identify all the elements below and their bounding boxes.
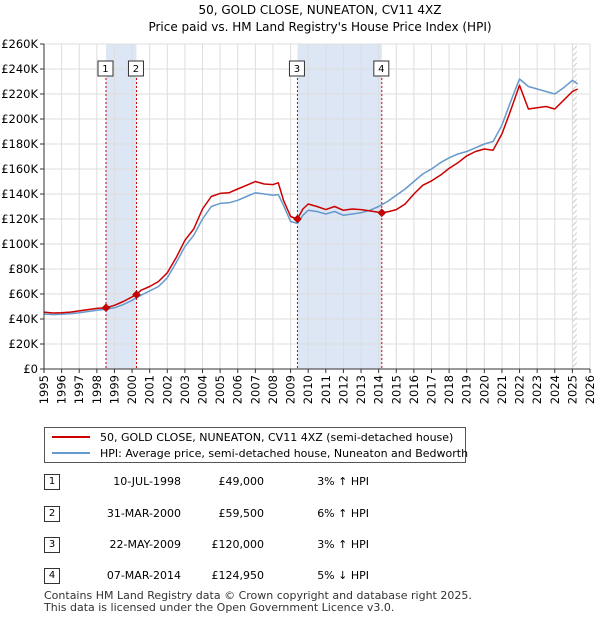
transaction-hpi: 6% ↑ HPI xyxy=(317,507,369,520)
x-tick-label: 1995 xyxy=(37,375,51,404)
table-row: 2 31-MAR-2000 £59,500 6% ↑ HPI xyxy=(44,506,424,524)
transaction-number: 3 xyxy=(44,537,60,553)
y-tick-label: £140K xyxy=(1,187,38,201)
x-tick-label: 1997 xyxy=(72,375,86,404)
x-tick-label: 1998 xyxy=(90,375,104,404)
legend-label-property: 50, GOLD CLOSE, NUNEATON, CV11 4XZ (semi… xyxy=(100,430,454,444)
legend-swatch-hpi xyxy=(52,452,90,454)
y-tick-label: £80K xyxy=(9,262,39,276)
footer-attribution: Contains HM Land Registry data © Crown c… xyxy=(44,590,472,614)
property-series-line xyxy=(43,84,579,314)
transaction-hpi: 5% ↓ HPI xyxy=(317,569,369,582)
sale-number-label: 3 xyxy=(294,64,300,75)
sale-number-label: 2 xyxy=(133,64,139,75)
transaction-number: 2 xyxy=(44,506,60,522)
chart-legend: 50, GOLD CLOSE, NUNEATON, CV11 4XZ (semi… xyxy=(44,427,468,463)
y-tick-label: £20K xyxy=(9,337,39,351)
sale-point xyxy=(293,214,302,224)
y-tick-label: £100K xyxy=(1,237,38,251)
chart-title: 50, GOLD CLOSE, NUNEATON, CV11 4XZ xyxy=(198,3,441,17)
x-tick-label: 2019 xyxy=(460,375,474,404)
x-tick-label: 2003 xyxy=(178,375,192,404)
x-tick-label: 2005 xyxy=(213,375,227,404)
x-tick-label: 2016 xyxy=(407,375,421,404)
y-tick-label: £200K xyxy=(1,112,38,126)
transaction-number: 1 xyxy=(44,474,60,490)
x-tick-label: 2000 xyxy=(125,375,139,404)
x-tick-label: 2002 xyxy=(160,375,174,404)
sale-number-box xyxy=(288,60,305,77)
y-tick-label: £220K xyxy=(1,87,38,101)
y-tick-label: £0 xyxy=(23,362,38,376)
sale-point xyxy=(101,303,111,313)
x-tick-label: 2015 xyxy=(389,375,403,404)
legend-label-hpi: HPI: Average price, semi-detached house,… xyxy=(100,446,469,460)
sale-number-label: 4 xyxy=(378,64,384,75)
transaction-number: 4 xyxy=(44,568,60,584)
forecast-hatch xyxy=(572,44,577,369)
transaction-hpi: 3% ↑ HPI xyxy=(317,475,369,488)
x-tick-label: 2025 xyxy=(565,375,579,404)
legend-item-hpi: HPI: Average price, semi-detached house,… xyxy=(45,445,468,461)
table-row: 4 07-MAR-2014 £124,950 5% ↓ HPI xyxy=(44,568,424,586)
sale-number-box xyxy=(97,60,114,77)
x-tick-label: 1996 xyxy=(55,375,69,404)
x-tick-label: 2009 xyxy=(284,375,298,404)
sale-point xyxy=(132,290,141,299)
chart-subtitle: Price paid vs. HM Land Registry's House … xyxy=(148,20,491,34)
transaction-price: £120,000 xyxy=(211,538,265,551)
sale-number-box xyxy=(373,60,390,77)
transaction-hpi: 3% ↑ HPI xyxy=(317,538,369,551)
sale-number-label: 1 xyxy=(102,64,108,75)
x-tick-label: 2011 xyxy=(319,375,333,404)
y-tick-label: £120K xyxy=(1,212,38,226)
y-tick-label: £60K xyxy=(9,287,39,301)
footer-copyright: Contains HM Land Registry data © Crown c… xyxy=(44,589,472,602)
legend-item-property: 50, GOLD CLOSE, NUNEATON, CV11 4XZ (semi… xyxy=(45,429,453,445)
x-tick-label: 2022 xyxy=(513,375,527,404)
y-tick-label: £260K xyxy=(1,37,38,51)
transaction-date: 07-MAR-2014 xyxy=(106,569,181,582)
x-tick-label: 2018 xyxy=(442,375,456,404)
x-tick-label: 2014 xyxy=(372,375,386,404)
x-tick-label: 2021 xyxy=(495,375,509,404)
x-tick-label: 2017 xyxy=(424,375,438,404)
x-tick-label: 1999 xyxy=(107,375,121,404)
transaction-date: 31-MAR-2000 xyxy=(106,507,181,520)
transaction-price: £59,500 xyxy=(218,507,265,520)
x-tick-label: 2006 xyxy=(231,375,245,404)
sale-point xyxy=(377,208,387,218)
price-chart: 50, GOLD CLOSE, NUNEATON, CV11 4XZ Price… xyxy=(1,3,597,404)
y-tick-label: £240K xyxy=(1,62,38,76)
shaded-range xyxy=(105,44,137,369)
x-tick-label: 2026 xyxy=(583,375,597,404)
table-row: 3 22-MAY-2009 £120,000 3% ↑ HPI xyxy=(44,537,424,555)
x-tick-label: 2023 xyxy=(530,375,544,404)
transaction-price: £124,950 xyxy=(211,569,265,582)
legend-swatch-property xyxy=(52,436,90,438)
x-tick-label: 2020 xyxy=(477,375,491,404)
x-tick-label: 2001 xyxy=(143,375,157,404)
footer-license: This data is licensed under the Open Gov… xyxy=(44,601,395,614)
x-tick-label: 2024 xyxy=(548,375,562,404)
table-row: 1 10-JUL-1998 £49,000 3% ↑ HPI xyxy=(44,474,424,492)
y-tick-label: £180K xyxy=(1,137,38,151)
x-tick-label: 2010 xyxy=(301,375,315,404)
y-tick-label: £40K xyxy=(9,312,39,326)
sale-number-box xyxy=(127,60,144,77)
x-tick-label: 2012 xyxy=(336,375,350,404)
x-tick-label: 2004 xyxy=(196,375,210,404)
transaction-date: 10-JUL-1998 xyxy=(113,475,181,488)
x-tick-label: 2013 xyxy=(354,375,368,404)
x-tick-label: 2008 xyxy=(266,375,280,404)
transaction-date: 22-MAY-2009 xyxy=(109,538,181,551)
x-tick-label: 2007 xyxy=(248,375,262,404)
y-tick-label: £160K xyxy=(1,162,38,176)
transaction-price: £49,000 xyxy=(218,475,265,488)
shaded-range xyxy=(297,44,382,369)
